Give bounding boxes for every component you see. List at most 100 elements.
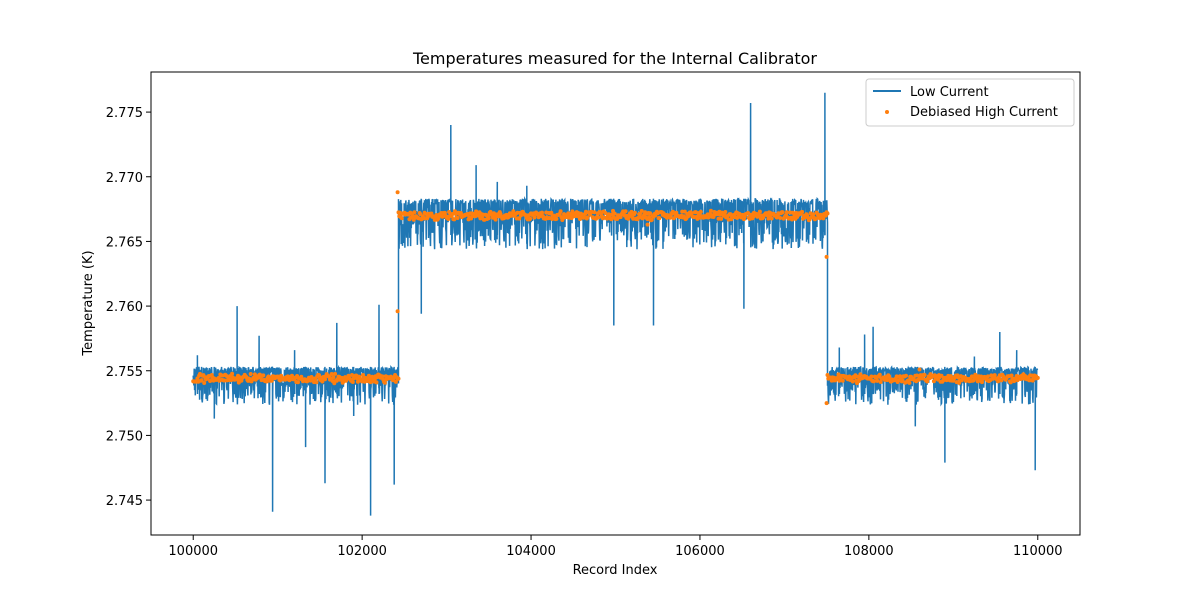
high-current-point [393, 379, 398, 384]
high-current-point [235, 377, 240, 382]
high-current-point [639, 209, 644, 213]
high-current-point [746, 211, 751, 215]
y-tick-label: 2.755 [106, 365, 143, 380]
legend-high-current-swatch [885, 110, 889, 114]
high-current-point [647, 215, 652, 219]
high-current-point [992, 373, 997, 378]
high-current-point [269, 378, 274, 383]
high-current-point [558, 209, 563, 214]
high-current-point [380, 374, 385, 379]
high-current-point [649, 217, 654, 222]
high-current-point [517, 216, 522, 221]
high-current-point [603, 211, 608, 215]
high-current-point [708, 208, 713, 213]
high-current-point [850, 379, 855, 384]
x-axis-ticks: 100000 102000 104000 106000 108000 110000 [168, 535, 1063, 559]
x-tick-label: 108000 [844, 544, 894, 559]
high-current-point [261, 373, 266, 378]
high-current-point [825, 211, 830, 216]
high-current-point [915, 373, 919, 378]
high-current-point [314, 380, 319, 385]
high-current-point [900, 378, 905, 383]
high-current-point [585, 215, 590, 220]
high-current-point [486, 216, 491, 221]
high-current-point [382, 380, 387, 385]
high-current-point [869, 374, 874, 379]
high-current-point [540, 210, 544, 215]
high-current-point [285, 374, 290, 379]
high-current-point [878, 380, 883, 384]
high-current-point [648, 211, 653, 216]
high-current-point [735, 215, 740, 220]
high-current-outlier [645, 222, 650, 227]
high-current-point [1035, 375, 1040, 380]
high-current-point [329, 372, 334, 376]
high-current-point [333, 371, 338, 376]
high-current-point [350, 380, 355, 384]
high-current-point [440, 214, 445, 219]
high-current-point [605, 216, 610, 221]
y-tick-label: 2.775 [106, 106, 143, 121]
x-tick-label: 102000 [337, 544, 387, 559]
high-current-point [719, 216, 724, 221]
high-current-outlier [824, 254, 829, 259]
plot-frame [150, 71, 1081, 536]
high-current-point [323, 377, 327, 382]
high-current-point [769, 216, 774, 221]
y-tick-label: 2.750 [106, 429, 143, 444]
high-current-point [623, 209, 628, 214]
high-current-point [778, 216, 783, 220]
high-current-point [290, 373, 294, 378]
high-current-point [592, 210, 597, 215]
high-current-outlier [824, 401, 829, 406]
high-current-point [858, 372, 863, 377]
legend-low-current-label: Low Current [910, 85, 989, 100]
debiased-high-current-series [191, 190, 1040, 406]
high-current-point [554, 216, 559, 221]
high-current-point [399, 216, 404, 221]
high-current-point [657, 216, 662, 221]
high-current-point [532, 215, 537, 220]
high-current-point [629, 209, 634, 214]
high-current-point [374, 380, 379, 385]
high-current-point [317, 373, 322, 378]
high-current-point [871, 379, 876, 384]
legend: Low Current Debiased High Current [865, 78, 1075, 127]
high-current-point [780, 210, 785, 215]
high-current-point [757, 209, 762, 214]
high-current-point [361, 373, 365, 377]
high-current-point [1008, 380, 1013, 385]
x-tick-label: 110000 [1013, 544, 1063, 559]
high-current-point [896, 378, 901, 383]
high-current-point [985, 374, 990, 379]
high-current-point [199, 378, 204, 383]
high-current-point [412, 210, 417, 215]
x-tick-label: 104000 [506, 544, 556, 559]
high-current-point [800, 209, 805, 214]
high-current-point [904, 373, 908, 378]
y-tick-label: 2.745 [106, 494, 143, 509]
high-current-point [821, 216, 826, 221]
high-current-point [296, 380, 300, 385]
high-current-outlier [395, 309, 400, 314]
legend-high-current-label: Debiased High Current [910, 105, 1058, 120]
high-current-point [446, 217, 451, 221]
low-current-series [192, 92, 1039, 516]
high-current-point [689, 211, 694, 216]
high-current-point [511, 209, 516, 214]
high-current-point [840, 378, 845, 383]
high-current-point [528, 216, 533, 221]
high-current-point [450, 211, 455, 216]
high-current-outlier [395, 190, 400, 195]
high-current-point [1009, 373, 1014, 378]
high-current-point [248, 372, 253, 376]
y-tick-label: 2.765 [106, 235, 143, 250]
high-current-point [813, 216, 818, 221]
high-current-point [784, 210, 789, 215]
x-axis-label: Record Index [573, 563, 658, 578]
high-current-point [668, 215, 673, 220]
x-tick-label: 100000 [168, 544, 218, 559]
high-current-point [202, 381, 207, 385]
y-axis-ticks: 2.745 2.750 2.755 2.760 2.765 2.770 2.775 [106, 106, 151, 509]
high-current-point [632, 210, 637, 215]
